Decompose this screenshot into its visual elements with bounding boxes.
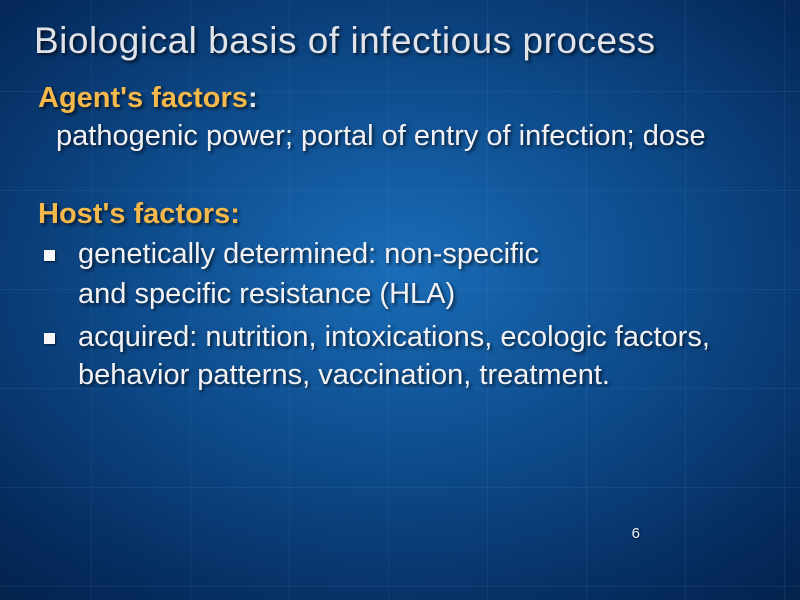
host-bullet-list: genetically determined: non-specific [38, 235, 766, 273]
slide-content: Agent's factors: pathogenic power; porta… [34, 82, 766, 394]
square-bullet-icon [44, 250, 55, 261]
host-bullet-list-2: acquired: nutrition, intoxications, ecol… [38, 318, 766, 395]
list-item: acquired: nutrition, intoxications, ecol… [38, 318, 766, 395]
host-heading: Host's factors: [38, 198, 766, 231]
slide: Biological basis of infectious process A… [0, 0, 800, 600]
list-item: genetically determined: non-specific [38, 235, 766, 273]
page-number: 6 [632, 525, 640, 542]
slide-title: Biological basis of infectious process [34, 20, 766, 62]
bullet-text: genetically determined: non-specific [78, 238, 539, 270]
bullet-continuation: and specific resistance (HLA) [38, 275, 766, 313]
square-bullet-icon [44, 333, 55, 344]
agent-body: pathogenic power; portal of entry of inf… [38, 117, 766, 156]
agent-heading-text: Agent's factors [38, 82, 248, 114]
agent-heading: Agent's factors: [38, 82, 766, 115]
agent-heading-colon: : [248, 82, 258, 114]
bullet-text: acquired: nutrition, intoxications, ecol… [78, 321, 710, 391]
